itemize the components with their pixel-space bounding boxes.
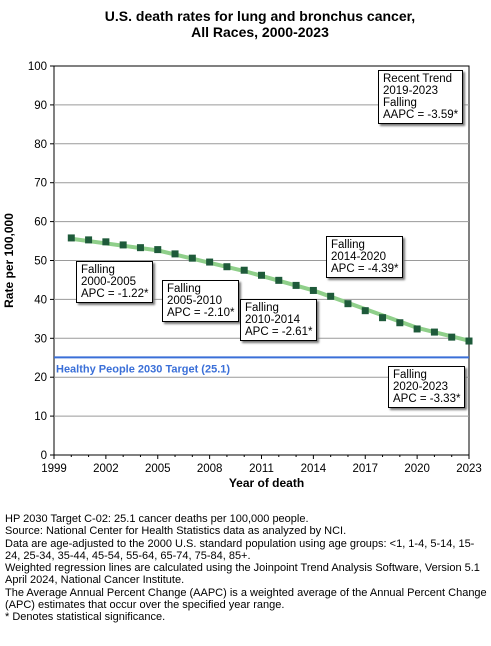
- annotation-line: 2000-2005: [81, 276, 136, 288]
- y-tick-label: 100: [28, 61, 47, 73]
- annotation-line: 2014-2020: [331, 251, 386, 263]
- x-tick-label: 1999: [41, 463, 67, 475]
- data-point: [136, 244, 144, 252]
- annotation-line: 2019-2023: [383, 85, 438, 97]
- annotation-line: APC = -4.39*: [331, 263, 399, 275]
- data-point: [223, 263, 231, 271]
- annotation-line: APC = -2.61*: [245, 326, 313, 338]
- annotation-line: AAPC = -3.59*: [383, 109, 459, 121]
- x-tick-label: 2005: [145, 463, 171, 475]
- chart-title: U.S. death rates for lung and bronchus c…: [40, 8, 480, 40]
- data-point: [171, 250, 179, 258]
- y-tick-label: 20: [34, 372, 47, 384]
- footnote: Weighted regression lines are calculated…: [5, 562, 480, 587]
- annotation-line: APC = -1.22*: [81, 288, 149, 300]
- data-point: [119, 241, 127, 249]
- annotation-line: 2005-2010: [167, 295, 222, 307]
- data-point: [413, 325, 421, 333]
- annotation-line: APC = -2.10*: [167, 307, 235, 319]
- data-point: [327, 292, 335, 300]
- annotation-2005-2010: Falling 2005-2010 APC = -2.10*: [162, 280, 240, 322]
- y-tick-label: 60: [34, 217, 47, 229]
- data-point: [67, 234, 75, 242]
- x-tick-label: 2011: [249, 463, 274, 475]
- y-tick-label: 40: [34, 294, 47, 306]
- data-point: [379, 314, 387, 322]
- x-axis-label: Year of death: [229, 476, 304, 490]
- annotation-line: Falling: [383, 97, 417, 109]
- data-point: [361, 307, 369, 315]
- annotation-line: Falling: [393, 369, 427, 381]
- footnote: The Average Annual Percent Change (AAPC)…: [5, 586, 487, 612]
- data-point: [396, 319, 404, 327]
- chart-title-line-2: All Races, 2000-2023: [191, 24, 329, 40]
- annotation-2000-2005: Falling 2000-2005 APC = -1.22*: [76, 261, 154, 303]
- footnote: * Denotes statistical significance.: [5, 611, 166, 624]
- annotation-2010-2014: Falling 2010-2014 APC = -2.61*: [240, 299, 318, 341]
- x-tick-label: 2020: [404, 463, 430, 475]
- y-axis-label: Rate per 100,000: [2, 213, 16, 308]
- data-point: [154, 246, 162, 254]
- data-point: [85, 236, 93, 244]
- annotation-line: APC = -3.33*: [393, 393, 461, 405]
- data-point: [448, 333, 456, 341]
- annotation-line: 2020-2023: [393, 381, 448, 393]
- annotation-2020-2023: Falling 2020-2023 APC = -3.33*: [388, 366, 466, 408]
- data-point: [292, 281, 300, 289]
- data-point: [344, 300, 352, 308]
- annotation-2014-2020: Falling 2014-2020 APC = -4.39*: [326, 236, 404, 278]
- annotation-line: Falling: [81, 264, 115, 276]
- x-tick-label: 2014: [301, 463, 327, 475]
- x-tick-label: 2017: [352, 463, 378, 475]
- y-tick-label: 80: [34, 139, 47, 151]
- data-point: [309, 286, 317, 294]
- y-tick-label: 50: [34, 256, 47, 268]
- footnote: Data are age-adjusted to the 2000 U.S. s…: [5, 537, 475, 562]
- annotation-line: Falling: [245, 302, 279, 314]
- footnote: Source: National Center for Health Stati…: [5, 525, 347, 538]
- data-point: [258, 271, 265, 279]
- data-point: [465, 337, 473, 345]
- annotation-line: Falling: [167, 283, 201, 295]
- annotation-line: Recent Trend: [383, 73, 453, 85]
- y-tick-label: 10: [34, 411, 47, 423]
- y-tick-label: 90: [34, 100, 47, 112]
- data-point: [102, 238, 110, 246]
- x-tick-label: 2002: [93, 463, 119, 475]
- annotation-line: Falling: [331, 239, 365, 251]
- data-point: [275, 276, 283, 284]
- data-point: [240, 266, 248, 274]
- x-tick-label: 2023: [456, 463, 482, 475]
- chart-title-line-1: U.S. death rates for lung and bronchus c…: [104, 8, 416, 24]
- annotation-line: 2010-2014: [245, 314, 300, 326]
- footnote: HP 2030 Target C-02: 25.1 cancer deaths …: [5, 513, 309, 525]
- data-point: [188, 254, 196, 262]
- footnotes: HP 2030 Target C-02: 25.1 cancer deaths …: [5, 513, 489, 624]
- y-tick-label: 30: [34, 333, 47, 345]
- y-tick-label: 70: [34, 178, 47, 190]
- data-point: [430, 328, 438, 336]
- annotation-recent-trend: Recent Trend 2019-2023 Falling AAPC = -3…: [378, 70, 464, 124]
- target-label: Healthy People 2030 Target (25.1): [56, 363, 230, 375]
- data-point: [206, 258, 214, 266]
- y-tick-label: 0: [41, 450, 47, 462]
- x-tick-label: 2008: [197, 463, 223, 475]
